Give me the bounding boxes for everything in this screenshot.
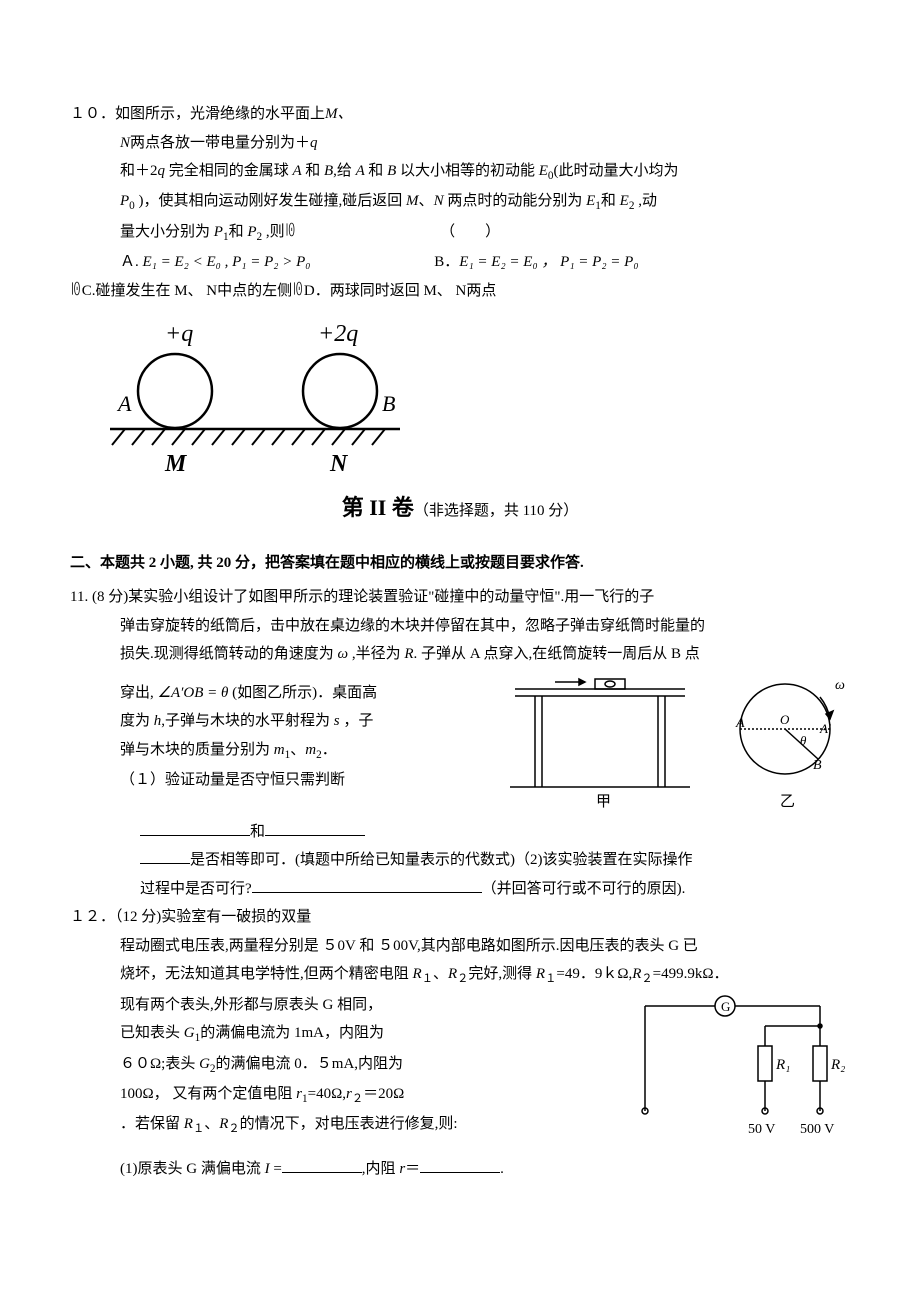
q10-figure: +q +2q A B M N bbox=[70, 311, 850, 481]
fig-label-B: B bbox=[382, 391, 395, 416]
q12-sub1: (1)原表头 G 满偏电流 I =,内阻 r＝. bbox=[70, 1155, 850, 1184]
q12-l1: １２．（12 分)实验室有一破损的双量 bbox=[70, 903, 850, 932]
svg-text:θ: θ bbox=[800, 733, 807, 748]
q11-figures: 甲 A A′ O θ B ω 乙 bbox=[500, 669, 850, 814]
blank bbox=[265, 818, 365, 836]
svg-text:O: O bbox=[780, 712, 790, 727]
blank bbox=[140, 847, 190, 865]
q10-line2: N两点各放一带电量分别为＋q bbox=[70, 129, 850, 158]
svg-text:ω: ω bbox=[835, 678, 845, 693]
q11-sub1c: 是否相等即可．(填题中所给已知量表示的代数式)（2)该实验装置在实际操作 bbox=[70, 846, 850, 875]
blank bbox=[252, 875, 482, 893]
svg-text:乙: 乙 bbox=[780, 794, 795, 810]
q11-l3: 损失.现测得纸筒转动的角速度为 ω ,半径为 R. 子弹从 A 点穿入,在纸筒旋… bbox=[70, 640, 850, 669]
section2-title: 第 II 卷（非选择题，共 110 分） bbox=[70, 487, 850, 529]
q12: １２．（12 分)实验室有一破损的双量 程动圈式电压表,两量程分别是 ５0V 和… bbox=[70, 903, 850, 1183]
q11: 11. (8 分)某实验小组设计了如图甲所示的理论装置验证"碰撞中的动量守恒".… bbox=[70, 583, 850, 903]
fig-label-A: A bbox=[116, 391, 132, 416]
q10-line3: 和＋2q 完全相同的金属球 A 和 B,给 A 和 B 以大小相等的初动能 E0… bbox=[70, 157, 850, 187]
q10-num: １０． bbox=[70, 106, 115, 122]
fig-label-q2: +2q bbox=[318, 321, 358, 347]
q11-sub2: 过程中是否可行?（并回答可行或不可行的原因). bbox=[70, 875, 850, 904]
q10-line5: 量大小分别为 P1和 P2 ,则ꆉ （ ） bbox=[70, 218, 850, 248]
svg-text:B: B bbox=[813, 758, 822, 773]
q10-line4: P0 )，使其相向运动刚好发生碰撞,碰后返回 M、N 两点时的动能分别为 E1和… bbox=[70, 187, 850, 217]
fig-label-N: N bbox=[329, 451, 349, 477]
svg-text:R₂: R₂ bbox=[830, 1057, 845, 1073]
svg-text:50 V: 50 V bbox=[748, 1122, 775, 1137]
blank bbox=[282, 1155, 362, 1173]
svg-text:甲: 甲 bbox=[596, 794, 611, 810]
fig-label-q1: +q bbox=[165, 321, 193, 347]
svg-text:500 V: 500 V bbox=[800, 1122, 834, 1137]
q12-l3: 烧坏，无法知道其电学特性,但两个精密电阻 R１、R２完好,测得 R１=49．9ｋ… bbox=[70, 960, 850, 990]
blank bbox=[420, 1155, 500, 1173]
svg-text:A: A bbox=[735, 716, 745, 731]
section2-head: 二、本题共 2 小题, 共 20 分，把答案填在题中相应的横线上或按题目要求作答… bbox=[70, 549, 850, 578]
q10-optA: Ａ. E₁ = E₂ < E₀ , P₁ = P₂ > P₀ bbox=[120, 254, 311, 270]
svg-text:A′: A′ bbox=[819, 721, 831, 736]
fig-label-M: M bbox=[164, 451, 188, 477]
q11-sub1b: 和 bbox=[70, 818, 850, 847]
q10-options-ab: Ａ. E₁ = E₂ < E₀ , P₁ = P₂ > P₀ B．E₁ = E₂… bbox=[70, 248, 850, 277]
svg-text:R₁: R₁ bbox=[775, 1057, 790, 1073]
q10-line1: １０．如图所示，光滑绝缘的水平面上M、 bbox=[70, 100, 850, 129]
q10: １０．如图所示，光滑绝缘的水平面上M、 N两点各放一带电量分别为＋q 和＋2q … bbox=[70, 100, 850, 481]
blank bbox=[140, 818, 250, 836]
svg-text:G: G bbox=[721, 999, 730, 1014]
q11-l1: 11. (8 分)某实验小组设计了如图甲所示的理论装置验证"碰撞中的动量守恒".… bbox=[70, 583, 850, 612]
q10-optB: B．E₁ = E₂ = E₀ ， P₁ = P₂ = P₀ bbox=[434, 248, 638, 277]
q10-options-cd: ꆉC.碰撞发生在 M、 N中点的左侧ꆉD．两球同时返回 M、 N两点 bbox=[70, 277, 850, 306]
q12-figure: G R₁ R₂ 50 V 500 V bbox=[620, 991, 850, 1151]
